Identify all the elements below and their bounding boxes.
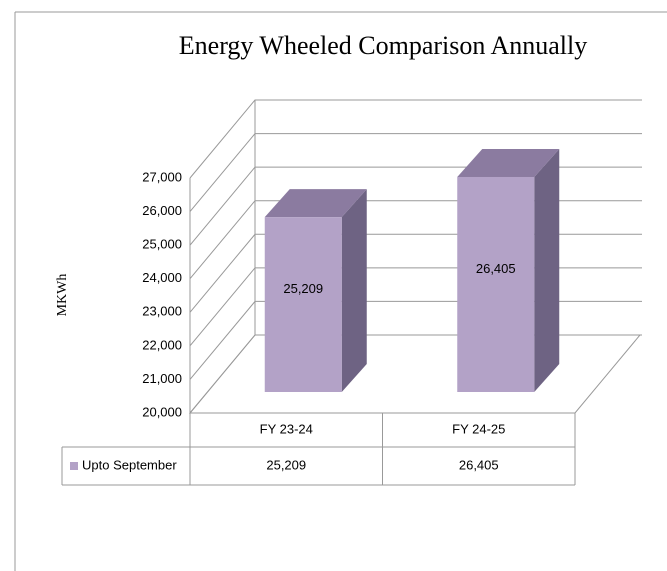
grid-line	[189, 133, 642, 212]
x-tick-label: FY 23-24	[260, 421, 313, 436]
y-tick-label: 23,000	[142, 304, 182, 319]
bar-top	[457, 148, 560, 177]
data-label: 25,209	[283, 281, 323, 296]
grid-line	[189, 300, 642, 380]
bar-top	[264, 189, 367, 218]
y-tick-label: 25,000	[142, 237, 182, 252]
y-tick-label: 26,000	[142, 203, 182, 218]
y-tick-label: 24,000	[142, 270, 182, 285]
legend-swatch	[70, 462, 78, 470]
legend-label: Upto September	[82, 457, 177, 472]
grid-line	[189, 200, 642, 280]
grid-line	[189, 99, 642, 179]
grid-line	[189, 233, 642, 313]
y-tick-label: 27,000	[142, 169, 182, 184]
y-axis-label: MKWh	[55, 274, 70, 317]
bar	[264, 217, 342, 392]
y-tick-label: 22,000	[142, 337, 182, 352]
chart-title: Energy Wheeled Comparison Annually	[179, 31, 587, 60]
bar-side	[341, 189, 367, 392]
table-value: 26,405	[459, 457, 499, 472]
grid-line	[189, 334, 642, 414]
bar	[457, 176, 535, 392]
grid-line	[189, 267, 642, 347]
grid-line	[189, 166, 642, 246]
x-tick-label: FY 24-25	[452, 421, 505, 436]
floor	[188, 334, 642, 414]
bar-side	[534, 148, 560, 392]
y-tick-label: 21,000	[142, 371, 182, 386]
data-label: 26,405	[476, 261, 516, 276]
y-tick-label: 20,000	[142, 404, 182, 419]
table-value: 25,209	[266, 457, 306, 472]
